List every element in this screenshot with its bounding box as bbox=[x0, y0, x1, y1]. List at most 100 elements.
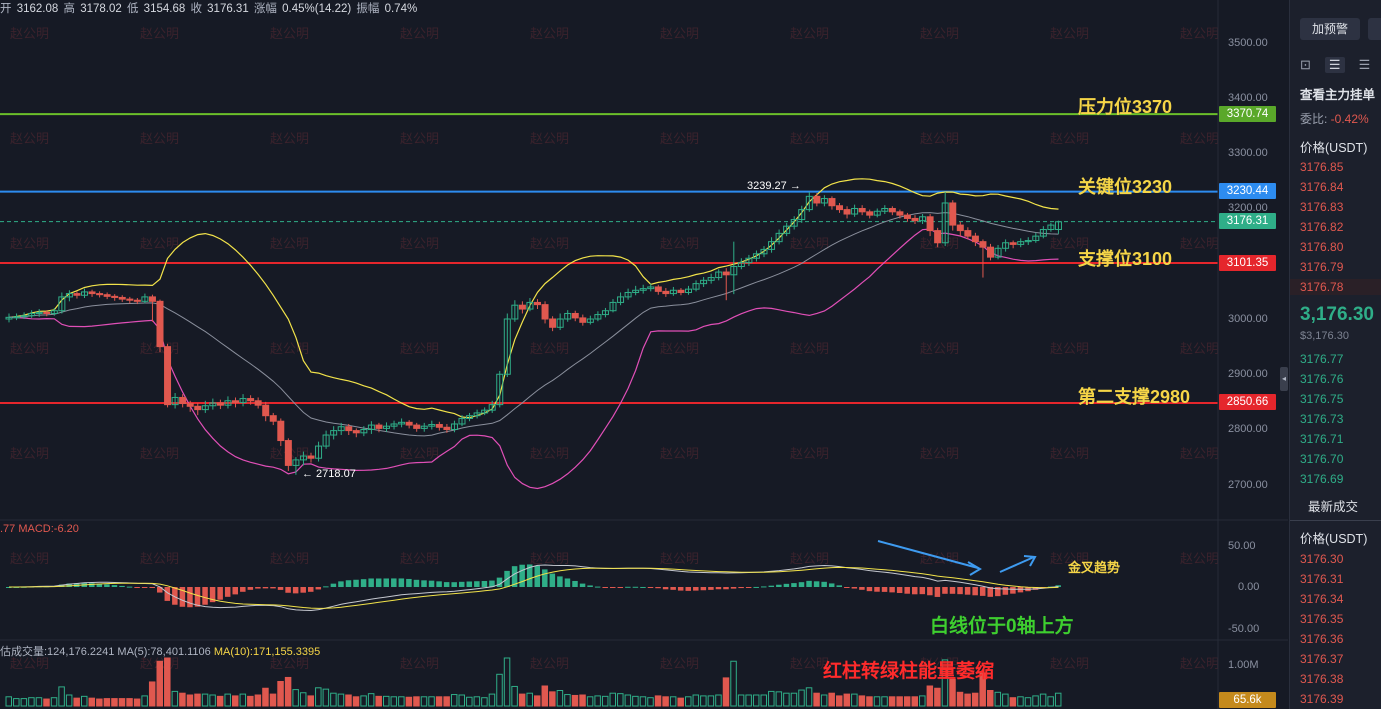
volume-bar bbox=[209, 694, 216, 707]
macd-histogram-bar bbox=[1010, 587, 1016, 594]
volume-bar bbox=[103, 698, 111, 707]
watermark-text: 赵公明 bbox=[10, 551, 49, 566]
both-sides-icon[interactable]: ⊡ bbox=[1300, 57, 1311, 72]
macd-histogram-bar bbox=[368, 578, 374, 587]
price-axis-label: 2900.00 bbox=[1228, 368, 1268, 380]
candle-body bbox=[994, 247, 1002, 258]
volume-bar bbox=[186, 694, 194, 707]
candle-body bbox=[677, 289, 685, 293]
main-orders-link[interactable]: 查看主力挂单 bbox=[1300, 88, 1376, 102]
macd-histogram-bar bbox=[421, 580, 427, 587]
add-alert-button[interactable]: 加预警 bbox=[1300, 18, 1360, 40]
candle-body bbox=[1047, 224, 1055, 230]
white-line-note: 白线位于0轴上方 bbox=[930, 616, 1074, 637]
price-chart-canvas[interactable]: 赵公明 赵公明 赵公明 赵公明 赵公明 赵公明 赵公明 赵公明 赵公明 赵公明赵公明 赵公明 赵公明赵… bbox=[0, 0, 1288, 709]
macd-histogram-bar bbox=[912, 587, 918, 595]
candle-body bbox=[926, 216, 934, 232]
volume-bar bbox=[866, 696, 873, 707]
asks-view-icon[interactable]: ☰ bbox=[1358, 57, 1371, 72]
macd-histogram-bar bbox=[859, 587, 865, 590]
candle-body bbox=[722, 271, 730, 276]
volume-bar bbox=[919, 695, 926, 707]
amplitude-label: 振幅 bbox=[356, 3, 380, 15]
panel-collapse-handle[interactable]: ◂ bbox=[1280, 367, 1288, 391]
volume-bar bbox=[194, 693, 201, 707]
macd-histogram-bar bbox=[942, 587, 948, 594]
support-label: 支撑位3100 bbox=[1078, 249, 1173, 269]
macd-histogram-bar bbox=[489, 580, 495, 587]
volume-bar bbox=[171, 690, 179, 707]
open-label: 开 bbox=[0, 3, 12, 15]
ohlc-header: 开 3162.08 高 3178.02 低 3154.68 收 3176.31 … bbox=[0, 0, 419, 18]
bid-price: 3176.70 bbox=[1300, 452, 1344, 466]
candle-body bbox=[881, 208, 889, 212]
watermark-text: 赵公明 bbox=[1180, 551, 1219, 566]
candle-body bbox=[798, 209, 806, 221]
volume-bar bbox=[111, 698, 118, 707]
watermark-text: 赵公明 bbox=[400, 26, 439, 41]
candle-body bbox=[858, 208, 866, 213]
candle-body bbox=[1024, 240, 1032, 243]
candle-body bbox=[919, 216, 927, 222]
divider bbox=[1290, 520, 1381, 521]
watermark-text: 赵公明 bbox=[660, 446, 699, 461]
price-axis-label: 3400.00 bbox=[1228, 92, 1268, 104]
candle-body bbox=[979, 241, 987, 248]
candle-body bbox=[292, 459, 300, 466]
watermark-text: 赵公明 bbox=[790, 341, 829, 356]
candle-body bbox=[617, 296, 625, 303]
volume-bar bbox=[164, 657, 171, 707]
volume-bar bbox=[934, 687, 941, 707]
volume-bar bbox=[232, 695, 239, 707]
volume-bar bbox=[247, 695, 254, 707]
volume-bar bbox=[805, 687, 813, 707]
watermark-text: 赵公明 bbox=[1050, 551, 1089, 566]
volume-bar bbox=[367, 693, 375, 707]
bids-view-icon[interactable]: ☰ bbox=[1324, 57, 1345, 73]
watermark-text: 赵公明 bbox=[140, 131, 179, 146]
macd-histogram-bar bbox=[330, 583, 337, 587]
more-button[interactable] bbox=[1368, 18, 1381, 40]
volume-bar bbox=[526, 692, 533, 707]
volume-bar bbox=[768, 690, 775, 707]
candle-body bbox=[5, 316, 13, 320]
macd-histogram-bar bbox=[753, 586, 759, 588]
watermark-text: 赵公明 bbox=[1180, 656, 1219, 671]
trade-price: 3176.39 bbox=[1300, 692, 1344, 706]
macd-histogram-bar bbox=[58, 584, 65, 587]
volume-bar bbox=[28, 697, 35, 707]
candle-body bbox=[20, 315, 28, 318]
trend-arrow-head bbox=[1023, 555, 1037, 567]
volume-bar bbox=[148, 681, 156, 707]
candle-body bbox=[133, 299, 141, 302]
price-axis-label: 2700.00 bbox=[1228, 479, 1268, 491]
candle-body bbox=[13, 316, 21, 319]
macd-histogram-bar bbox=[345, 580, 352, 587]
candle-body bbox=[692, 283, 700, 290]
macd-histogram-bar bbox=[783, 583, 790, 587]
candle-body bbox=[383, 425, 390, 429]
candle-body bbox=[164, 346, 172, 406]
watermark-text: 赵公明 bbox=[790, 236, 829, 251]
volume-bar bbox=[685, 696, 692, 707]
low-value: 3154.68 bbox=[143, 3, 186, 15]
macd-histogram-bar bbox=[896, 587, 903, 594]
candle-body bbox=[194, 405, 202, 411]
candle-body bbox=[254, 400, 262, 406]
candle-body bbox=[1039, 228, 1047, 237]
key-price-tag: 3230.44 bbox=[1219, 183, 1276, 199]
candle-body bbox=[971, 235, 979, 243]
current-price-tag: 3176.31 bbox=[1219, 213, 1276, 229]
volume-bar bbox=[1024, 697, 1032, 707]
macd-histogram-bar bbox=[353, 579, 359, 587]
macd-histogram-bar bbox=[979, 587, 986, 596]
volume-bar bbox=[926, 685, 934, 707]
candle-body bbox=[775, 232, 783, 243]
volume-bar bbox=[443, 696, 450, 707]
macd-histogram-bar bbox=[134, 587, 140, 588]
volume-bar bbox=[269, 693, 277, 707]
macd-histogram-bar bbox=[209, 587, 216, 603]
macd-histogram-bar bbox=[557, 576, 563, 587]
watermark-text: 赵公明 bbox=[400, 656, 439, 671]
